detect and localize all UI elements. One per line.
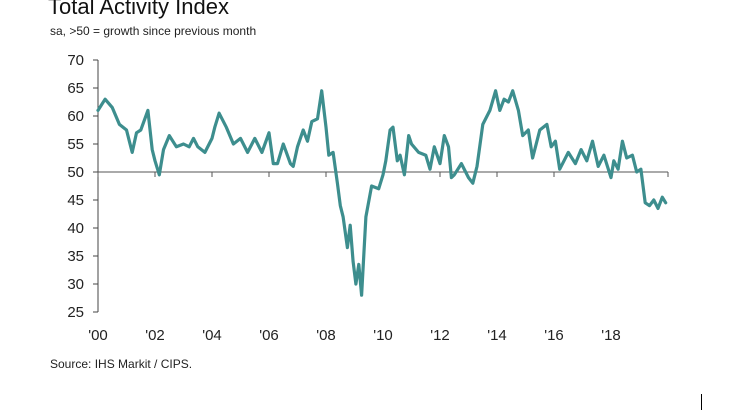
x-tick-label: '16 [544, 327, 564, 344]
x-tick-label: '08 [316, 327, 336, 344]
y-tick-label: 70 [67, 52, 84, 69]
x-tick-label: '12 [430, 327, 450, 344]
chart-subtitle: sa, >50 = growth since previous month [50, 24, 257, 38]
y-tick-label: 35 [67, 248, 84, 265]
text-cursor [701, 394, 702, 410]
x-tick-label: '06 [259, 327, 279, 344]
x-tick-label: '04 [202, 327, 222, 344]
x-tick-label: '18 [601, 327, 621, 344]
series-line [96, 89, 668, 297]
series-layer [96, 89, 668, 297]
axes-layer: 25 30 35 40 45 50 55 60 65 70 '00 '02 '04 '06 '08 '10 '1… [67, 52, 669, 344]
chart-title: Total Activity Index [48, 0, 229, 19]
y-tick-label: 50 [67, 164, 84, 181]
x-tick-label: '14 [487, 327, 507, 344]
x-tick-label: '10 [373, 327, 393, 344]
y-tick-label: 65 [67, 80, 84, 97]
y-tick-label: 60 [67, 108, 84, 125]
x-tick-label: '00 [88, 327, 108, 344]
y-tick-label: 55 [67, 136, 84, 153]
y-tick-label: 45 [67, 192, 84, 209]
y-tick-label: 25 [67, 304, 84, 321]
source-note: Source: IHS Markit / CIPS. [50, 357, 193, 371]
x-tick-label: '02 [145, 327, 165, 344]
y-tick-label: 30 [67, 276, 84, 293]
y-tick-label: 40 [67, 220, 84, 237]
